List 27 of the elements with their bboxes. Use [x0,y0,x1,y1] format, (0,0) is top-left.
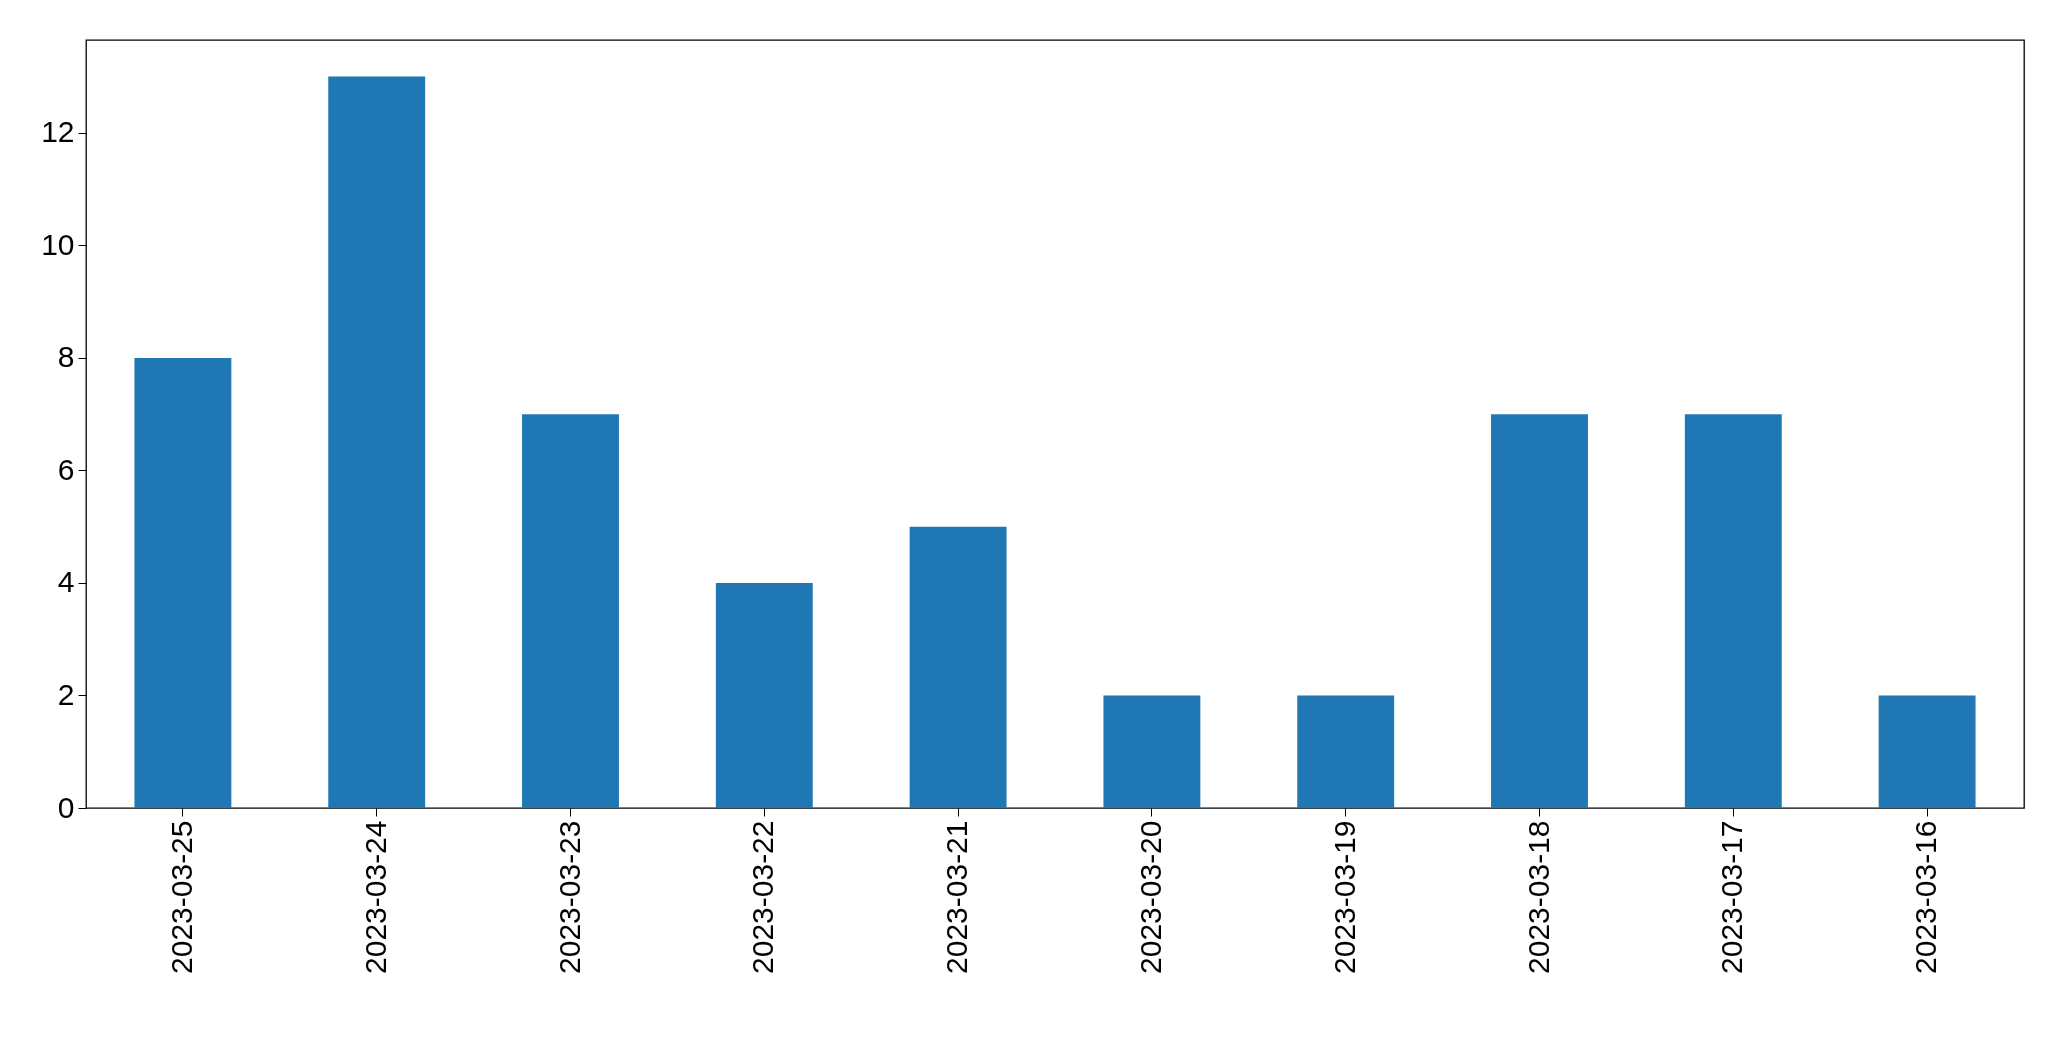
bar [328,76,426,808]
x-tick-label: 2023-03-25 [164,820,198,974]
bar [1103,695,1201,808]
x-tick-label: 2023-03-17 [1715,820,1749,974]
x-tick-label: 2023-03-23 [552,820,586,974]
y-tick-label: 6 [57,452,75,486]
x-tick-label: 2023-03-20 [1133,820,1167,974]
bar [1684,414,1782,808]
y-tick-label: 12 [41,115,75,149]
bar [909,526,1007,808]
bar [1878,695,1976,808]
x-tick-label: 2023-03-18 [1521,820,1555,974]
x-tick-label: 2023-03-24 [358,820,392,974]
x-tick-label: 2023-03-22 [746,820,780,974]
bar [522,414,619,808]
bar [1297,695,1395,808]
bar [134,357,232,808]
x-tick-label: 2023-03-16 [1909,820,1943,974]
bar [1491,414,1588,808]
y-tick-label: 10 [41,227,75,261]
x-tick-label: 2023-03-19 [1327,820,1361,974]
bar [715,582,813,808]
x-tick-label: 2023-03-21 [940,820,974,974]
y-tick-label: 0 [57,790,75,824]
y-tick-label: 4 [57,565,75,599]
y-tick-label: 2 [57,677,75,711]
y-tick-label: 8 [57,340,75,374]
